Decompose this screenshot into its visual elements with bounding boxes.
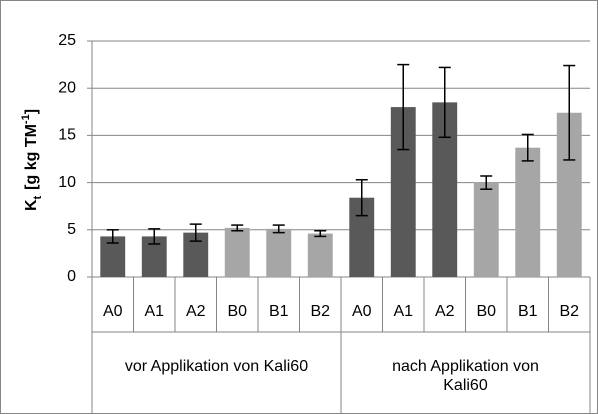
error-bar <box>480 175 493 190</box>
bar <box>515 147 541 277</box>
y-label-sub: t <box>32 195 44 199</box>
y-tick-label: 10 <box>58 174 76 191</box>
x-tick-label: A1 <box>393 303 413 320</box>
y-tick-label: 25 <box>58 32 76 49</box>
error-bar <box>355 179 368 217</box>
y-tick-label: 0 <box>67 268 76 285</box>
x-tick-label: B0 <box>227 303 247 320</box>
x-tick-label: A0 <box>103 303 123 320</box>
group-label: Kali60 <box>443 377 488 394</box>
bar <box>224 227 250 277</box>
x-tick-label: B2 <box>310 303 330 320</box>
x-tick-label: B0 <box>476 303 496 320</box>
y-tick-label: 20 <box>58 79 76 96</box>
error-bar <box>563 64 576 161</box>
y-label-sup: -1 <box>20 114 32 124</box>
y-axis-label: Kt [g kg TM-1] <box>20 109 44 211</box>
error-bar <box>231 224 244 232</box>
error-bar <box>106 229 119 244</box>
error-bar <box>272 224 285 234</box>
error-bar <box>314 229 327 238</box>
y-label-close: ] <box>23 109 40 114</box>
error-bar <box>438 66 451 139</box>
bar <box>307 233 333 277</box>
error-bar <box>397 63 410 151</box>
error-bar <box>521 133 534 162</box>
x-tick-label: B1 <box>518 303 538 320</box>
error-bar <box>148 228 161 245</box>
x-tick-label: B2 <box>559 303 579 320</box>
x-tick-label: A2 <box>435 303 455 320</box>
y-label-main: K <box>23 199 40 211</box>
x-tick-label: B1 <box>269 303 289 320</box>
group-label: vor Applikation von Kali60 <box>125 358 308 375</box>
x-tick-label: A2 <box>186 303 206 320</box>
bar <box>266 228 292 277</box>
bar <box>473 182 499 277</box>
x-tick-label: A1 <box>144 303 164 320</box>
x-tick-label: A0 <box>352 303 372 320</box>
y-label-unit: [g kg TM <box>23 124 40 190</box>
group-label: nach Applikation von <box>392 358 539 375</box>
y-tick-label: 15 <box>58 127 76 144</box>
error-bar <box>189 223 202 242</box>
y-tick-label: 5 <box>67 221 76 238</box>
